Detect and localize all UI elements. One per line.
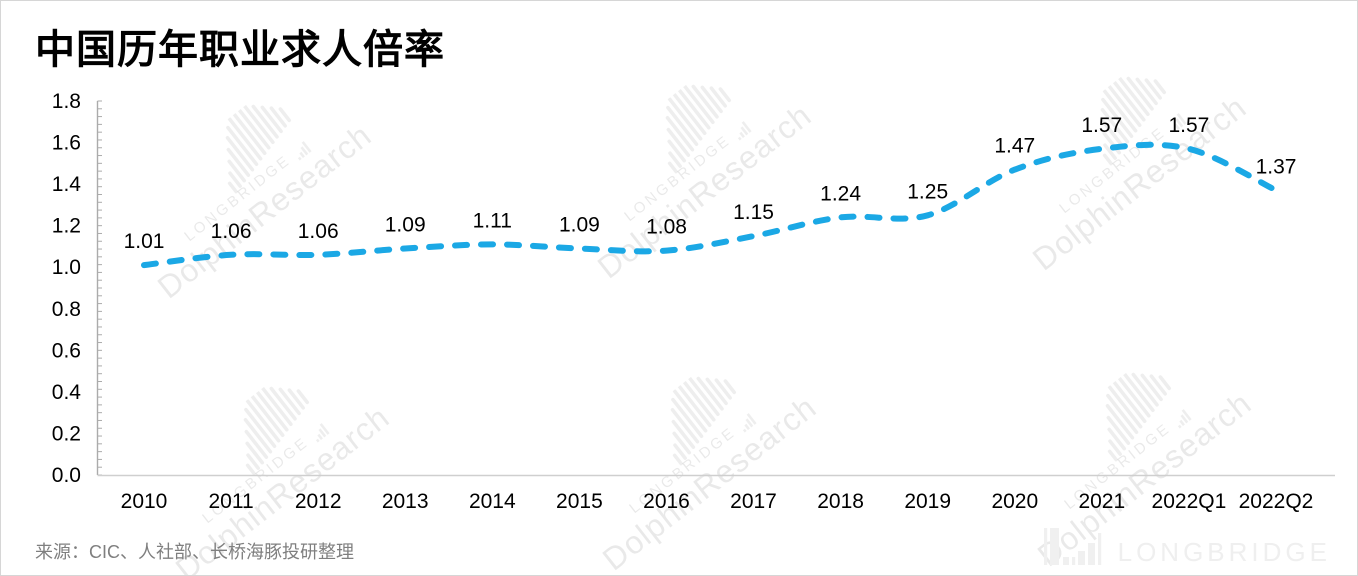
svg-text:2015: 2015 bbox=[556, 490, 603, 513]
y-tick-labels: 0.0 0.2 0.4 0.6 0.8 1.0 1.2 1.4 1.6 1.8 bbox=[52, 90, 82, 487]
longbridge-logo: LONGBRIDGE bbox=[1043, 527, 1331, 567]
svg-text:2016: 2016 bbox=[643, 490, 690, 513]
svg-text:2019: 2019 bbox=[904, 490, 951, 513]
svg-text:1.37: 1.37 bbox=[1256, 155, 1297, 178]
svg-text:1.47: 1.47 bbox=[994, 135, 1035, 158]
svg-text:2018: 2018 bbox=[817, 490, 864, 513]
svg-text:1.08: 1.08 bbox=[646, 216, 687, 239]
svg-text:2010: 2010 bbox=[121, 490, 168, 513]
x-tick-labels: 2010 2011 2012 2013 2014 2015 2016 2017 2018 2019… bbox=[121, 490, 1314, 513]
svg-text:1.24: 1.24 bbox=[820, 182, 861, 205]
svg-text:0.2: 0.2 bbox=[52, 422, 81, 445]
svg-text:1.15: 1.15 bbox=[733, 201, 774, 224]
svg-text:2011: 2011 bbox=[209, 490, 254, 513]
svg-text:2013: 2013 bbox=[382, 490, 429, 513]
svg-text:2020: 2020 bbox=[991, 490, 1038, 513]
svg-text:1.06: 1.06 bbox=[211, 220, 252, 243]
svg-text:0.8: 0.8 bbox=[52, 298, 81, 321]
svg-text:2022Q1: 2022Q1 bbox=[1152, 490, 1227, 513]
svg-text:1.09: 1.09 bbox=[559, 214, 600, 237]
y-axis bbox=[96, 100, 102, 476]
longbridge-bars-icon bbox=[1043, 528, 1101, 565]
svg-text:1.8: 1.8 bbox=[52, 90, 81, 113]
svg-text:1.01: 1.01 bbox=[124, 230, 165, 253]
source-note: 来源：CIC、人社部、长桥海豚投研整理 bbox=[35, 542, 354, 562]
svg-text:1.57: 1.57 bbox=[1168, 114, 1209, 137]
svg-text:2017: 2017 bbox=[730, 490, 777, 513]
svg-text:1.2: 1.2 bbox=[52, 215, 81, 238]
series-line bbox=[141, 141, 1279, 269]
longbridge-logo-text: LONGBRIDGE bbox=[1117, 537, 1331, 567]
svg-text:2021: 2021 bbox=[1078, 490, 1125, 513]
svg-text:1.6: 1.6 bbox=[52, 132, 81, 155]
svg-text:1.57: 1.57 bbox=[1081, 114, 1122, 137]
data-labels: 1.01 1.06 1.06 1.09 1.11 1.09 1.08 1.15 1.24 1.25… bbox=[124, 114, 1297, 253]
svg-text:2014: 2014 bbox=[469, 490, 516, 513]
svg-text:0.4: 0.4 bbox=[52, 381, 82, 404]
svg-text:1.25: 1.25 bbox=[907, 180, 948, 203]
svg-text:0.6: 0.6 bbox=[52, 339, 81, 362]
chart-title: 中国历年职业求人倍率 bbox=[35, 28, 445, 72]
svg-text:0.0: 0.0 bbox=[52, 464, 81, 487]
svg-text:1.0: 1.0 bbox=[52, 256, 81, 279]
svg-text:1.06: 1.06 bbox=[298, 220, 339, 243]
svg-text:2022Q2: 2022Q2 bbox=[1239, 490, 1314, 513]
svg-text:1.09: 1.09 bbox=[385, 214, 426, 237]
svg-text:1.11: 1.11 bbox=[473, 209, 512, 232]
svg-text:1.4: 1.4 bbox=[52, 173, 82, 196]
svg-text:2012: 2012 bbox=[295, 490, 342, 513]
